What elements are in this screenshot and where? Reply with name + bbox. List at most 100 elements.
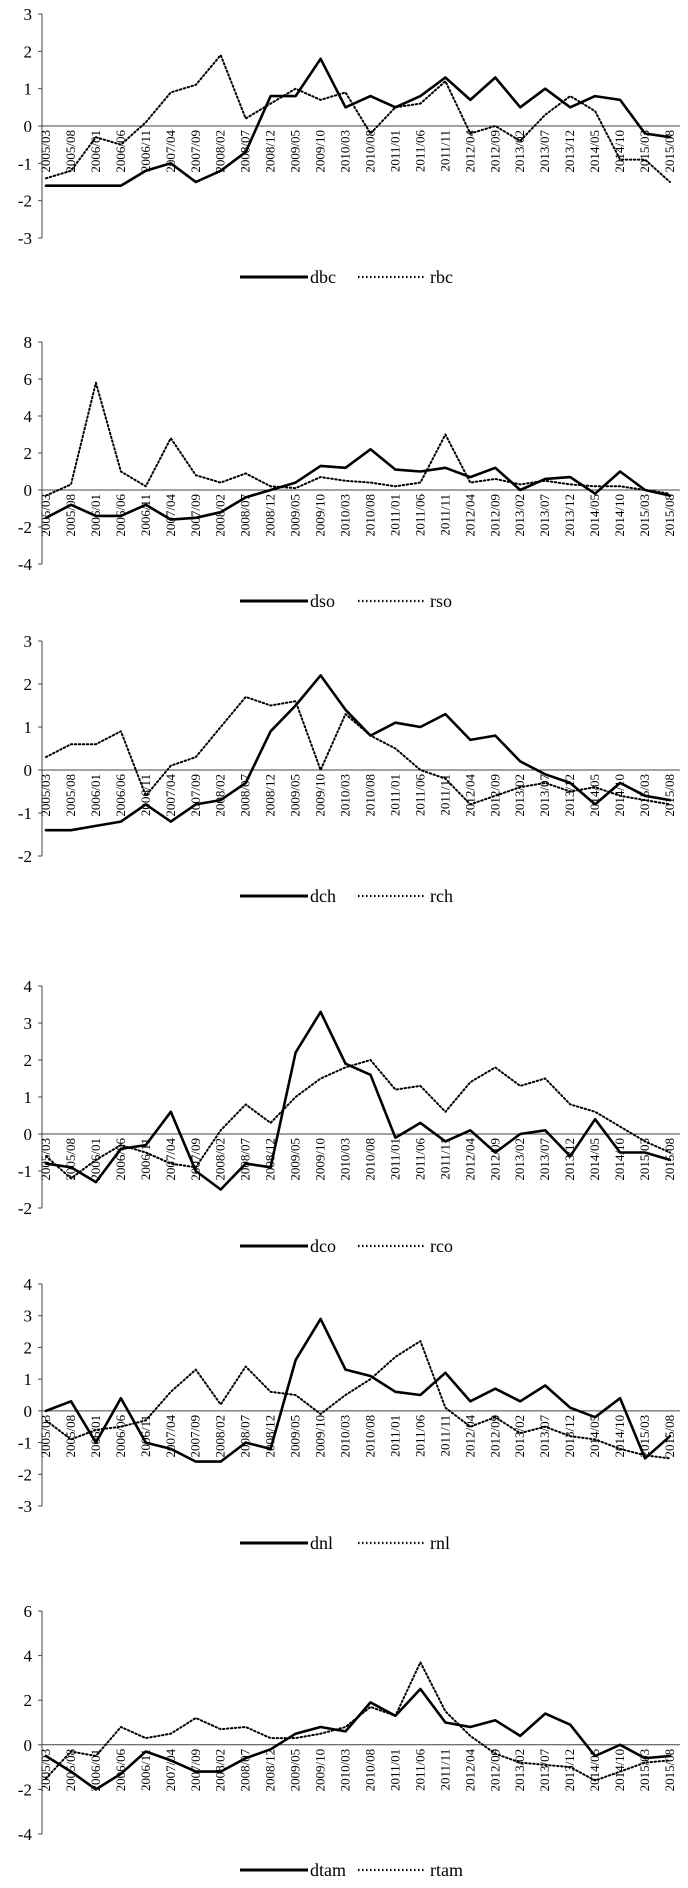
x-tick-label: 2008/07 (238, 1138, 253, 1181)
x-tick-label: 2011/01 (387, 774, 402, 816)
x-tick-label: 2015/03 (637, 1415, 652, 1458)
series-line-dso (44, 447, 672, 521)
x-tick-label: 2014/10 (612, 130, 627, 173)
x-tick-label: 2014/05 (587, 774, 602, 817)
series-line-rco (45, 1059, 671, 1180)
x-tick-label: 2006/06 (113, 130, 128, 173)
x-tick-label: 2012/04 (462, 1748, 477, 1791)
x-tick-label: 2006/06 (113, 1138, 128, 1181)
series-line-rch (45, 695, 671, 806)
x-tick-label: 2005/03 (38, 1138, 53, 1181)
x-tick-label: 2008/12 (263, 130, 278, 173)
x-tick-label: 2013/07 (537, 494, 552, 537)
x-tick-label: 2011/01 (387, 1138, 402, 1180)
x-tick-label: 2011/11 (437, 494, 452, 536)
y-tick-label: -3 (18, 229, 32, 248)
legend-label-dco: dco (310, 1236, 336, 1256)
x-tick-label: 2005/08 (63, 130, 78, 173)
x-tick-label: 2010/03 (338, 1138, 353, 1181)
x-tick-label: 2013/12 (562, 494, 577, 537)
x-tick-label: 2010/08 (362, 774, 377, 817)
x-tick-label: 2011/06 (412, 494, 427, 537)
x-tick-label: 2010/03 (338, 494, 353, 537)
x-tick-label: 2011/11 (437, 1138, 452, 1180)
y-tick-label: 4 (24, 407, 33, 426)
x-tick-label: 2011/01 (387, 494, 402, 536)
y-tick-label: 0 (24, 1736, 33, 1755)
x-tick-label: 2006/01 (88, 1415, 103, 1458)
x-tick-label: 2009/10 (313, 130, 328, 173)
x-tick-label: 2008/12 (263, 1749, 278, 1792)
x-tick-label: 2010/08 (362, 1415, 377, 1458)
x-tick-label: 2010/03 (338, 774, 353, 817)
legend-label-rso: rso (430, 591, 452, 611)
legend-label-rbc: rbc (430, 267, 453, 287)
y-tick-label: 8 (24, 333, 33, 352)
y-tick-label: -2 (18, 518, 32, 537)
x-tick-label: 2012/09 (487, 774, 502, 817)
x-tick-label: 2013/02 (512, 130, 527, 173)
x-tick-label: 2015/08 (662, 1749, 677, 1792)
x-tick-label: 2005/03 (38, 1415, 53, 1458)
y-tick-label: 3 (24, 1014, 33, 1033)
x-tick-label: 2008/12 (263, 774, 278, 817)
legend-label-rch: rch (430, 886, 453, 906)
x-tick-label: 2015/08 (662, 130, 677, 173)
y-tick-label: 2 (24, 1338, 33, 1357)
x-tick-label: 2012/04 (462, 774, 477, 817)
x-tick-label: 2014/10 (612, 1749, 627, 1792)
x-tick-label: 2009/05 (288, 1138, 303, 1181)
x-tick-label: 2013/12 (562, 1138, 577, 1181)
x-tick-label: 2015/08 (662, 494, 677, 537)
x-tick-label: 2011/01 (387, 130, 402, 172)
x-tick-label: 2011/06 (412, 130, 427, 173)
x-tick-label: 2007/04 (163, 774, 178, 817)
legend-label-dso: dso (310, 591, 335, 611)
x-tick-label: 2012/09 (487, 1138, 502, 1181)
x-tick-label: 2006/11 (138, 494, 153, 536)
x-tick-label: 2013/07 (537, 1414, 552, 1457)
x-tick-label: 2013/02 (512, 1138, 527, 1181)
x-tick-label: 2006/11 (138, 1415, 153, 1457)
x-tick-label: 2013/02 (512, 1749, 527, 1792)
y-tick-label: -2 (18, 1465, 32, 1484)
y-tick-label: 1 (24, 80, 33, 99)
x-tick-label: 2011/11 (437, 130, 452, 172)
x-tick-label: 2010/03 (338, 1749, 353, 1792)
x-tick-label: 2012/09 (487, 130, 502, 173)
x-tick-label: 2006/11 (138, 1749, 153, 1791)
y-tick-label: 1 (24, 718, 33, 737)
y-tick-label: 1 (24, 1370, 33, 1389)
x-tick-label: 2009/10 (313, 1749, 328, 1792)
x-tick-label: 2015/03 (637, 1138, 652, 1181)
y-tick-label: 2 (24, 1691, 33, 1710)
x-tick-label: 2009/05 (288, 130, 303, 173)
x-tick-label: 2008/07 (238, 1748, 253, 1791)
x-tick-label: 2005/08 (63, 774, 78, 817)
x-tick-label: 2014/05 (587, 1138, 602, 1181)
x-tick-label: 2010/03 (338, 1415, 353, 1458)
x-tick-label: 2011/06 (412, 1414, 427, 1457)
x-tick-label: 2011/06 (412, 1138, 427, 1181)
y-tick-label: -4 (18, 1825, 33, 1844)
y-tick-label: -1 (18, 154, 32, 173)
x-tick-label: 2011/11 (437, 1749, 452, 1791)
x-tick-label: 2012/04 (462, 1138, 477, 1181)
y-tick-label: 1 (24, 1088, 33, 1107)
x-tick-label: 2009/10 (313, 494, 328, 537)
x-tick-label: 2009/05 (288, 1749, 303, 1792)
y-tick-label: -2 (18, 1199, 32, 1218)
x-tick-label: 2015/03 (637, 130, 652, 173)
x-tick-label: 2005/08 (63, 1415, 78, 1458)
x-tick-label: 2008/02 (213, 494, 228, 537)
series-line-rso (45, 381, 671, 497)
x-tick-label: 2015/03 (637, 494, 652, 537)
x-tick-label: 2012/09 (487, 1749, 502, 1792)
series-line-rbc (45, 54, 671, 183)
x-tick-label: 2007/09 (188, 774, 203, 817)
y-tick-label: 4 (24, 1647, 33, 1666)
